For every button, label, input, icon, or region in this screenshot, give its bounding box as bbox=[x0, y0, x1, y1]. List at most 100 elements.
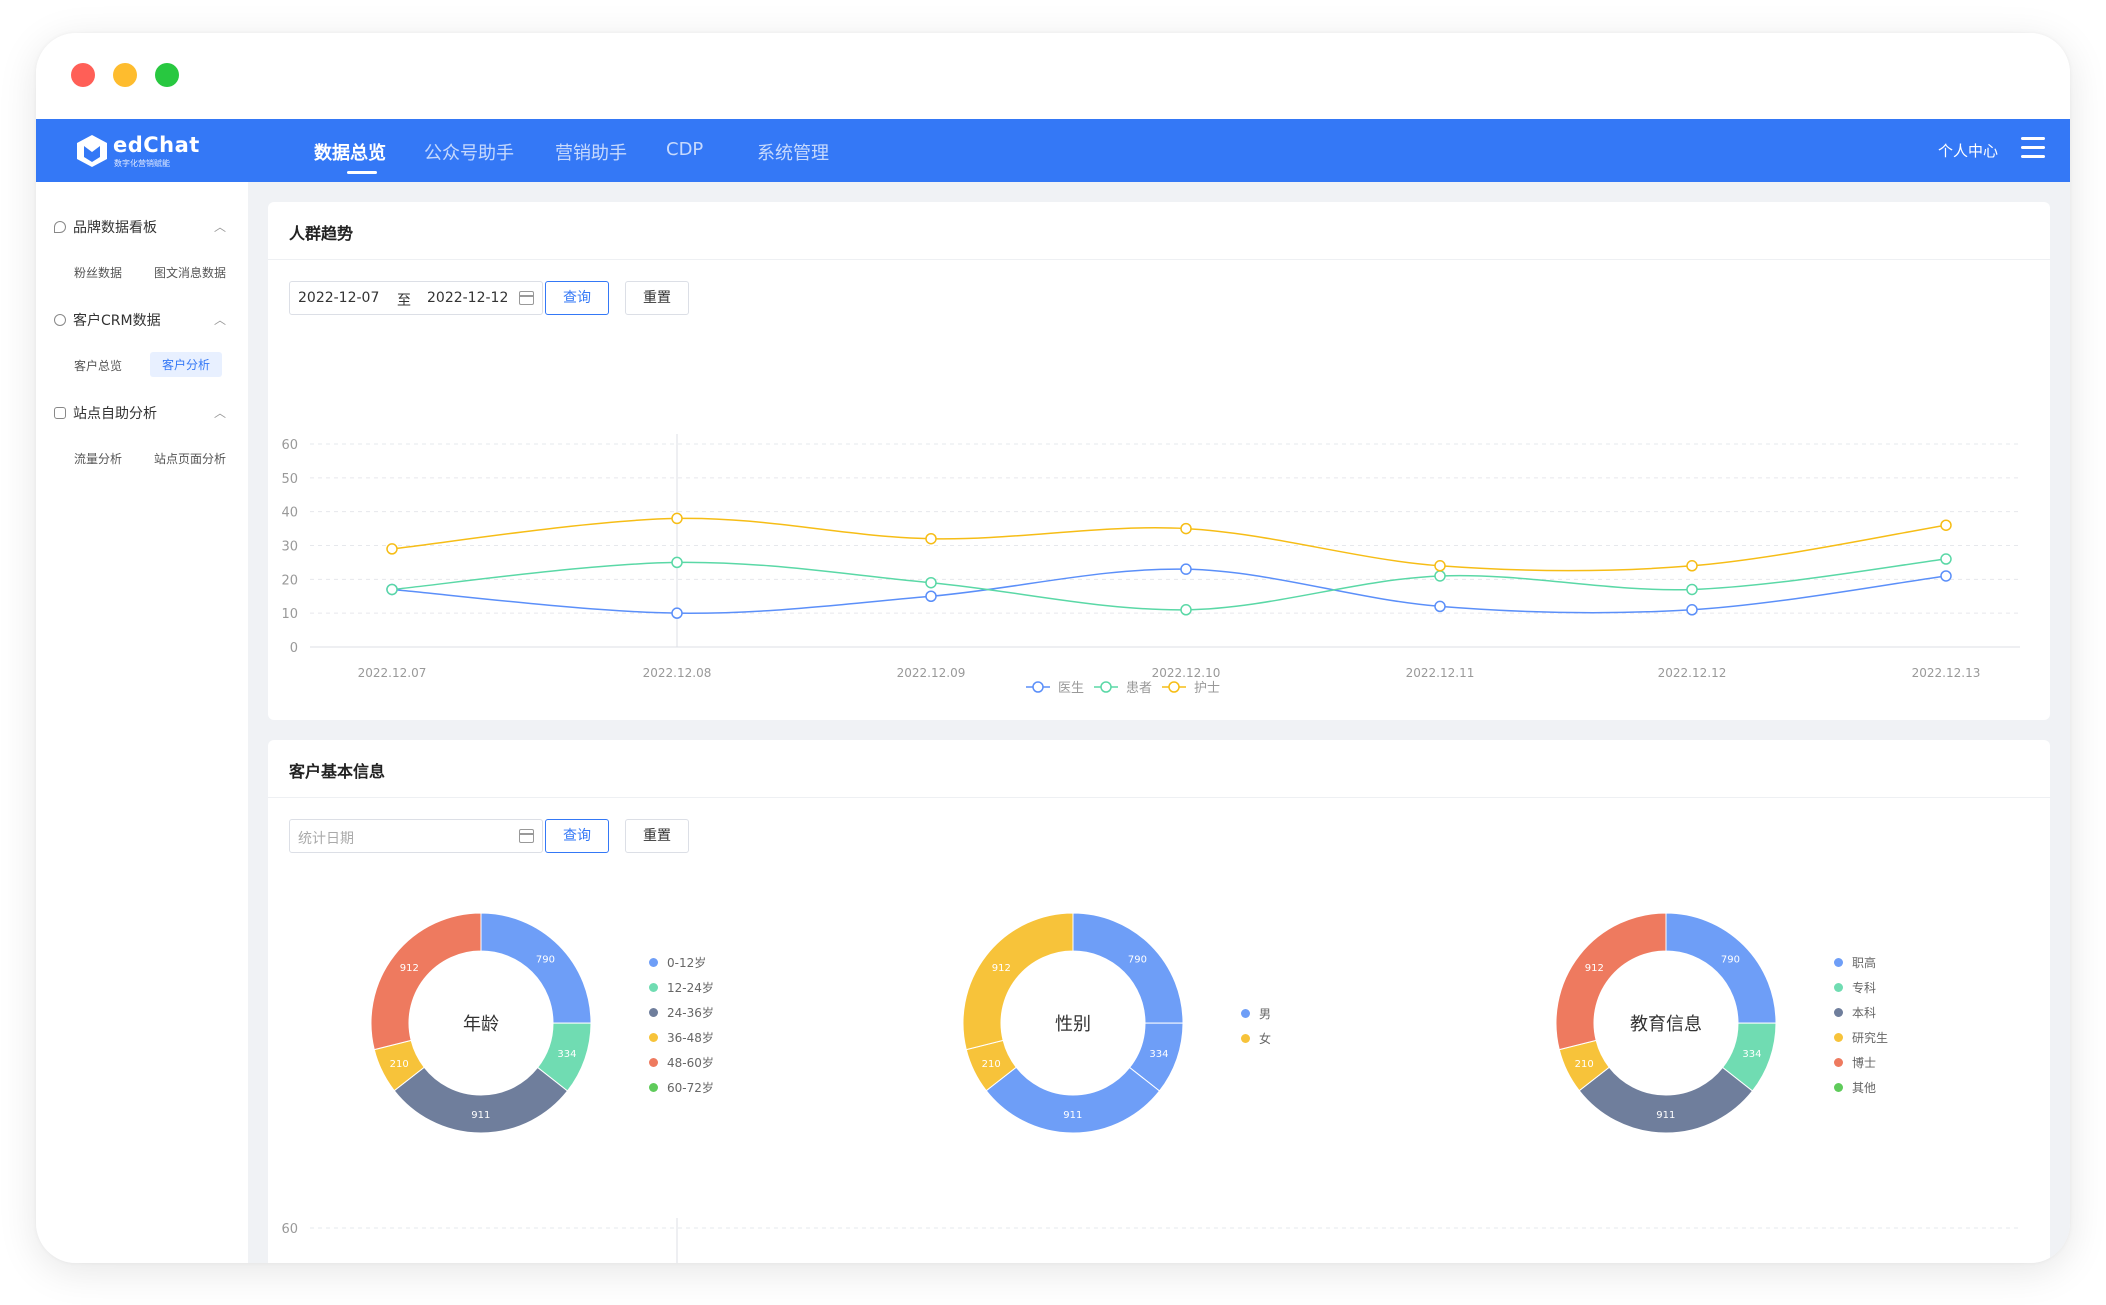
series-line-医生 bbox=[391, 568, 1947, 614]
legend-item[interactable]: 职高 bbox=[1834, 954, 1888, 979]
sidebar-item-traffic[interactable]: 流量分析 bbox=[74, 452, 123, 466]
donut-slice[interactable] bbox=[1072, 912, 1184, 1024]
slice-value-label: 210 bbox=[390, 1059, 409, 1070]
data-point[interactable] bbox=[1940, 553, 1952, 565]
legend-item[interactable]: 60-72岁 bbox=[649, 1079, 714, 1104]
donut-slice[interactable] bbox=[1665, 912, 1777, 1024]
data-point[interactable] bbox=[1180, 604, 1192, 616]
legend-item[interactable]: 本科 bbox=[1834, 1004, 1888, 1029]
chevron-up-icon[interactable]: ︿ bbox=[214, 313, 227, 327]
minimize-window-button[interactable] bbox=[113, 63, 137, 87]
donut-legend: 男女 bbox=[1241, 1005, 1271, 1055]
legend-label: 0-12岁 bbox=[667, 956, 707, 970]
legend-label[interactable]: 医生 bbox=[1058, 681, 1084, 696]
donut-slice[interactable] bbox=[1555, 912, 1667, 1051]
sidebar-item-customer-overview[interactable]: 客户总览 bbox=[74, 359, 123, 373]
chevron-up-icon[interactable]: ︿ bbox=[214, 220, 227, 234]
donut-slice[interactable] bbox=[393, 1066, 569, 1134]
stat-date-picker[interactable]: 统计日期 bbox=[289, 819, 543, 853]
data-point[interactable] bbox=[671, 607, 683, 619]
legend-item[interactable]: 0-12岁 bbox=[649, 954, 714, 979]
legend-label[interactable]: 护士 bbox=[1194, 681, 1220, 696]
y-tick-label: 50 bbox=[281, 472, 298, 487]
tab-cdp[interactable]: CDP bbox=[666, 139, 704, 160]
sidebar-item-customer-analysis[interactable]: 客户分析 bbox=[150, 352, 223, 377]
maximize-window-button[interactable] bbox=[155, 63, 179, 87]
data-point[interactable] bbox=[1434, 570, 1446, 582]
legend-label[interactable]: 患者 bbox=[1126, 681, 1152, 696]
x-tick-label: 2022.12.13 bbox=[1912, 666, 1981, 680]
legend-item[interactable]: 专科 bbox=[1834, 979, 1888, 1004]
sidebar-item-page-analysis[interactable]: 站点页面分析 bbox=[154, 452, 227, 466]
sidebar-item-fans[interactable]: 粉丝数据 bbox=[74, 266, 123, 280]
user-center-link[interactable]: 个人中心 bbox=[1937, 142, 1998, 160]
tab-official-account[interactable]: 公众号助手 bbox=[424, 143, 514, 164]
sidebar-group-brand[interactable]: 品牌数据看板 bbox=[54, 217, 157, 237]
legend-item[interactable]: 12-24岁 bbox=[649, 979, 714, 1004]
data-point[interactable] bbox=[671, 556, 683, 569]
x-tick-label: 2022.12.08 bbox=[643, 666, 712, 680]
data-point[interactable] bbox=[386, 583, 398, 596]
data-point[interactable] bbox=[1940, 519, 1952, 531]
tab-system-admin[interactable]: 系统管理 bbox=[757, 143, 829, 164]
basic-reset-button[interactable]: 重置 bbox=[625, 819, 689, 853]
legend-dot bbox=[649, 1008, 658, 1017]
y-tick-label: 60 bbox=[281, 438, 298, 453]
basic-query-button[interactable]: 查询 bbox=[545, 819, 609, 853]
slice-value-label: 912 bbox=[400, 963, 419, 974]
donut-slice[interactable] bbox=[370, 912, 482, 1051]
donut-slice[interactable] bbox=[480, 912, 592, 1024]
data-point[interactable] bbox=[1180, 522, 1192, 535]
slice-value-label: 210 bbox=[982, 1059, 1001, 1070]
y-tick-label: 60 bbox=[281, 1222, 298, 1237]
data-point[interactable] bbox=[1686, 560, 1698, 572]
sidebar-group-site[interactable]: 站点自助分析 bbox=[54, 403, 157, 423]
legend-item[interactable]: 24-36岁 bbox=[649, 1004, 714, 1029]
window-titlebar bbox=[36, 33, 2070, 119]
site-analysis-icon bbox=[54, 407, 66, 419]
basic-card-title: 客户基本信息 bbox=[289, 762, 386, 781]
data-point[interactable] bbox=[925, 576, 937, 589]
donut-charts: 790 334 911 210 912 年龄 790 334 911 210 912 性别 790 334… bbox=[281, 912, 2020, 1263]
tab-marketing[interactable]: 营销助手 bbox=[555, 143, 627, 164]
legend-item[interactable]: 48-60岁 bbox=[649, 1054, 714, 1079]
data-point[interactable] bbox=[925, 532, 937, 545]
trend-query-button[interactable]: 查询 bbox=[545, 281, 609, 315]
donut-slice[interactable] bbox=[962, 912, 1074, 1051]
data-point[interactable] bbox=[1686, 583, 1698, 596]
data-point[interactable] bbox=[671, 512, 683, 525]
sidebar-group-crm[interactable]: 客户CRM数据 bbox=[54, 310, 161, 330]
date-range-picker[interactable]: 2022-12-07 至 2022-12-12 bbox=[289, 281, 543, 315]
legend-item[interactable]: 博士 bbox=[1834, 1054, 1888, 1079]
legend-item[interactable]: 研究生 bbox=[1834, 1029, 1888, 1054]
legend-item[interactable]: 男 bbox=[1241, 1005, 1271, 1030]
data-point[interactable] bbox=[386, 543, 398, 555]
sidebar-item-article-data[interactable]: 图文消息数据 bbox=[154, 266, 227, 280]
data-point[interactable] bbox=[1434, 600, 1446, 613]
slice-value-label: 911 bbox=[1063, 1110, 1082, 1121]
donut-slice[interactable] bbox=[985, 1066, 1161, 1134]
hamburger-menu-icon[interactable] bbox=[2021, 137, 2045, 159]
legend-label: 女 bbox=[1259, 1032, 1272, 1046]
legend-item[interactable]: 其他 bbox=[1834, 1079, 1888, 1104]
data-point[interactable] bbox=[1940, 570, 1952, 582]
legend-label: 研究生 bbox=[1852, 1031, 1889, 1045]
brand-logo[interactable]: edChat 数字化营销赋能 bbox=[76, 133, 199, 169]
donut-center-label: 性别 bbox=[1055, 1014, 1091, 1035]
data-point[interactable] bbox=[925, 590, 937, 602]
x-tick-label: 2022.12.10 bbox=[1152, 666, 1221, 680]
data-point[interactable] bbox=[1686, 604, 1698, 616]
chevron-up-icon[interactable]: ︿ bbox=[214, 406, 227, 420]
legend-item[interactable]: 36-48岁 bbox=[649, 1029, 714, 1054]
tab-data-overview[interactable]: 数据总览 bbox=[314, 143, 386, 164]
data-point[interactable] bbox=[1180, 563, 1192, 575]
y-tick-label: 20 bbox=[281, 573, 298, 588]
trend-reset-button[interactable]: 重置 bbox=[625, 281, 689, 315]
legend-item[interactable]: 女 bbox=[1241, 1030, 1271, 1055]
data-point[interactable] bbox=[1434, 560, 1446, 572]
y-tick-label: 0 bbox=[290, 641, 298, 656]
card-divider bbox=[268, 259, 2050, 260]
donut-slice[interactable] bbox=[1578, 1066, 1754, 1134]
close-window-button[interactable] bbox=[71, 63, 95, 87]
slice-value-label: 334 bbox=[557, 1049, 576, 1060]
